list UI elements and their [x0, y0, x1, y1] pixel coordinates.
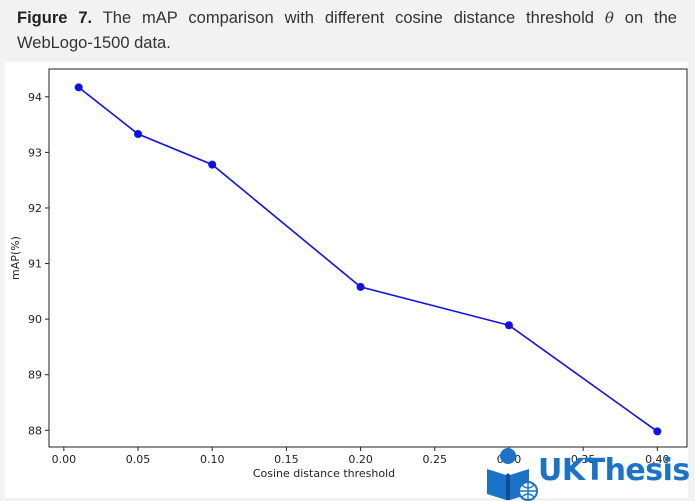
- data-point: [653, 427, 662, 436]
- ukthesis-logo: UKThesis: [484, 447, 690, 501]
- line-chart: 0.000.050.100.150.200.250.300.350.408889…: [9, 68, 688, 480]
- data-point: [208, 160, 217, 169]
- x-tick-label: 0.35: [571, 453, 596, 466]
- y-tick-label: 93: [28, 146, 42, 159]
- caption-text-after: on the WebLogo-1500 data.: [17, 9, 677, 52]
- data-point: [504, 321, 513, 330]
- figure-label: Figure 7.: [17, 9, 93, 27]
- chart-panel: 0.000.050.100.150.200.250.300.350.408889…: [5, 62, 688, 498]
- reading-person-globe-icon: [487, 448, 538, 501]
- data-point: [356, 282, 365, 291]
- x-axis-title: Cosine distance threshold: [253, 467, 395, 480]
- x-tick-label: 0.00: [52, 453, 77, 466]
- data-point: [134, 130, 143, 139]
- y-tick-label: 91: [28, 258, 42, 271]
- x-tick-label: 0.20: [348, 453, 373, 466]
- x-tick-label: 0.05: [126, 453, 151, 466]
- x-tick-label: 0.25: [423, 453, 448, 466]
- figure-caption: Figure 7. The mAP comparison with differ…: [17, 6, 677, 56]
- theta-symbol: θ: [604, 9, 614, 27]
- logo-text: UKThesis: [538, 453, 690, 488]
- y-tick-label: 90: [28, 313, 42, 326]
- data-point: [74, 83, 83, 92]
- y-axis-title: mAP(%): [9, 236, 22, 280]
- y-tick-label: 94: [28, 91, 42, 104]
- y-tick-label: 89: [28, 369, 42, 382]
- y-tick-label: 92: [28, 202, 42, 215]
- x-tick-label: 0.40: [645, 453, 670, 466]
- plot-frame: [48, 68, 688, 448]
- x-tick-label: 0.10: [200, 453, 225, 466]
- series-line: [78, 86, 658, 433]
- x-tick-label: 0.15: [274, 453, 299, 466]
- y-tick-label: 88: [28, 424, 42, 437]
- caption-text-before: The mAP comparison with different cosine…: [92, 9, 605, 27]
